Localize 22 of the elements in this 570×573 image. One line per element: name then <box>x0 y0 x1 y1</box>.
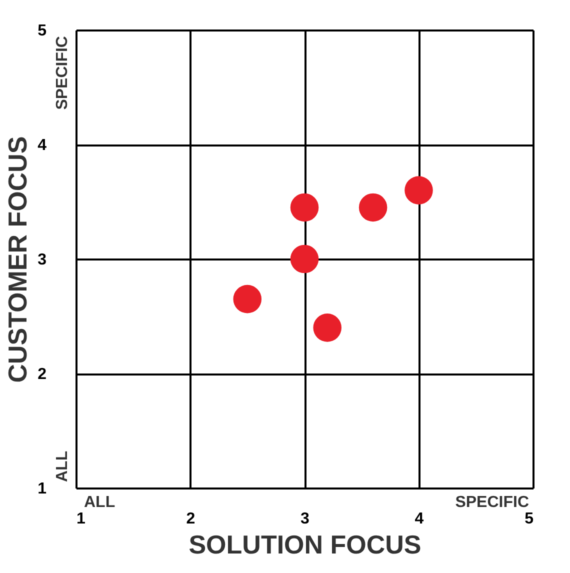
text: ALL <box>54 450 71 482</box>
point <box>233 284 262 314</box>
x-tick-label: 3 <box>300 510 310 528</box>
x-tick-label: 5 <box>524 510 534 528</box>
text: ALL <box>84 494 116 511</box>
x-tick-label: 1 <box>76 510 86 528</box>
text: SPECIFIC <box>455 494 530 511</box>
x-tick-label: 4 <box>414 510 424 528</box>
point <box>290 244 319 274</box>
text: SPECIFIC <box>54 36 71 110</box>
x-axis-title: SOLUTION FOCUS <box>188 530 422 560</box>
y-tick-label: 5 <box>38 22 47 40</box>
y-tick-label: 2 <box>38 366 47 383</box>
point <box>358 193 388 222</box>
y-tick-label: 3 <box>38 252 47 268</box>
x-tick-label: 2 <box>186 510 196 528</box>
point <box>290 193 319 222</box>
y-axis-title: CUSTOMER FOCUS <box>2 136 33 383</box>
y-tick-label: 1 <box>38 480 47 498</box>
point <box>404 176 433 204</box>
y-tick-label: 4 <box>38 137 47 154</box>
point <box>313 314 342 342</box>
